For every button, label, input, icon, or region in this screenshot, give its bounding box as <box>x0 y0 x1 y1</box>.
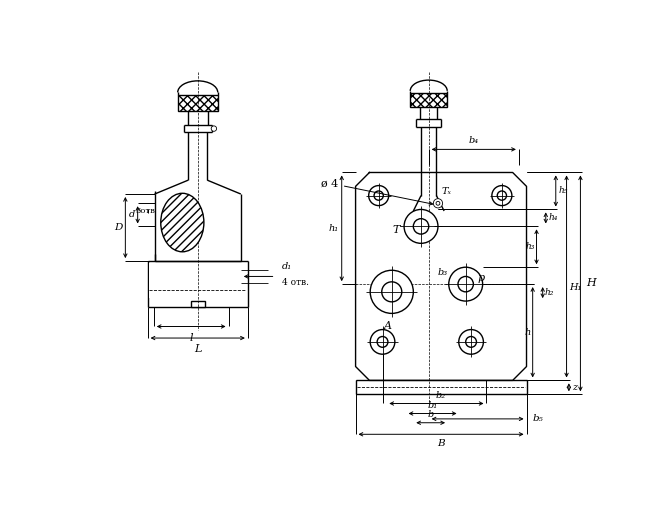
Circle shape <box>369 186 389 206</box>
Text: d: d <box>129 210 135 220</box>
Text: T: T <box>392 225 399 235</box>
Text: l: l <box>189 333 193 343</box>
Circle shape <box>436 201 440 205</box>
Text: z: z <box>572 383 577 392</box>
Text: b₁: b₁ <box>428 401 438 410</box>
Circle shape <box>497 191 507 200</box>
Text: Tₓ: Tₓ <box>442 187 452 196</box>
Ellipse shape <box>161 193 204 252</box>
Text: h₅: h₅ <box>558 187 568 196</box>
Text: b₅: b₅ <box>533 414 543 423</box>
Circle shape <box>458 276 474 292</box>
Circle shape <box>459 330 484 354</box>
Text: p: p <box>477 273 484 283</box>
Circle shape <box>377 337 388 347</box>
Circle shape <box>434 199 443 208</box>
Circle shape <box>382 282 402 302</box>
Text: A: A <box>384 321 392 331</box>
Text: b₄: b₄ <box>468 136 479 145</box>
Circle shape <box>449 267 483 301</box>
Text: H₁: H₁ <box>570 283 582 293</box>
Text: h₂: h₂ <box>545 288 555 297</box>
Circle shape <box>370 330 395 354</box>
Bar <box>177 95 217 111</box>
Text: b₃: b₃ <box>438 268 448 277</box>
Bar <box>191 301 205 307</box>
Circle shape <box>211 126 217 131</box>
Circle shape <box>413 219 429 234</box>
Circle shape <box>492 186 512 206</box>
Text: H: H <box>586 278 595 288</box>
Text: 3отв: 3отв <box>135 207 155 215</box>
Text: b₂: b₂ <box>435 390 445 400</box>
Bar <box>149 263 246 298</box>
Circle shape <box>466 337 476 347</box>
Text: D: D <box>114 223 122 232</box>
Text: h₃: h₃ <box>526 242 535 251</box>
Polygon shape <box>355 172 526 380</box>
Text: 4 отв.: 4 отв. <box>282 278 309 287</box>
Text: d₁: d₁ <box>282 262 292 271</box>
Text: h: h <box>524 328 530 337</box>
Text: L: L <box>194 344 202 354</box>
Text: h₁: h₁ <box>328 224 338 233</box>
Bar <box>410 93 447 107</box>
Circle shape <box>370 270 413 313</box>
Text: h₄: h₄ <box>548 213 557 223</box>
Text: ø 4: ø 4 <box>321 179 338 189</box>
Text: b: b <box>428 410 434 419</box>
Circle shape <box>404 209 438 243</box>
Circle shape <box>374 191 383 200</box>
Text: B: B <box>438 439 445 448</box>
